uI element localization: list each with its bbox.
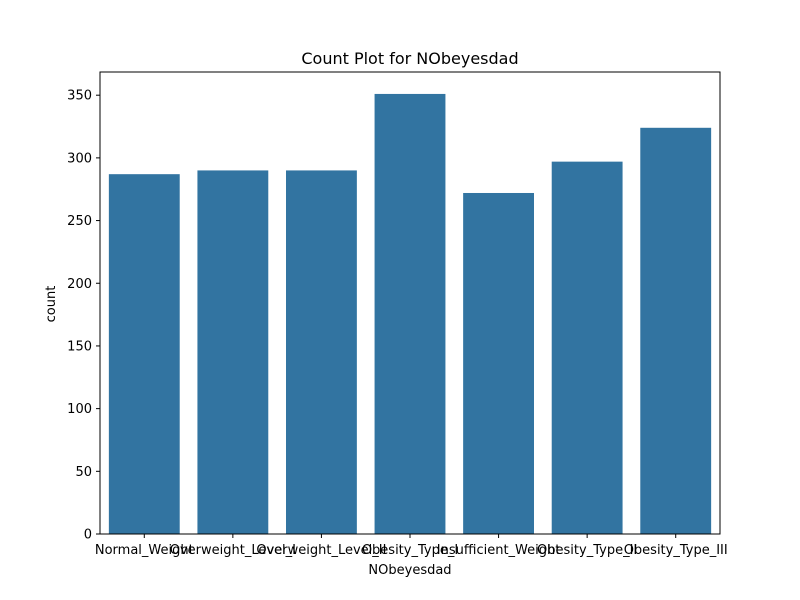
y-tick-label: 300 bbox=[67, 151, 92, 166]
x-tick-label: Overweight_Level_II bbox=[256, 543, 386, 558]
y-tick-label: 50 bbox=[75, 465, 92, 480]
bar-obesity-type-iii bbox=[640, 127, 712, 534]
y-axis-ticks: 0 50 100 150 200 250 300 350 bbox=[67, 89, 100, 543]
x-tick-label: Insufficient_Weight bbox=[437, 543, 561, 558]
bar-obesity-type-ii bbox=[551, 161, 623, 534]
axes-frame bbox=[99, 71, 721, 535]
y-axis-label: count bbox=[44, 286, 59, 323]
y-tick-label: 350 bbox=[67, 89, 92, 104]
x-tick-label: Obesity_Type_II bbox=[537, 543, 637, 558]
x-tick-label: Obesity_Type_I bbox=[362, 543, 458, 558]
x-tick-label: Overweight_Level_I bbox=[170, 543, 296, 558]
x-tick-label: Normal_Weight bbox=[95, 543, 194, 558]
x-tick-label: Obesity_Type_III bbox=[624, 543, 728, 558]
x-axis-ticks: Normal_WeightOverweight_Level_IOverweigh… bbox=[95, 534, 728, 558]
bar-obesity-type-i bbox=[374, 93, 446, 534]
y-tick-label: 250 bbox=[67, 214, 92, 229]
bar-overweight-level-ii bbox=[286, 170, 357, 534]
bars-group bbox=[108, 93, 712, 534]
y-tick-label: 100 bbox=[67, 402, 92, 417]
chart-title: Count Plot for NObeyesdad bbox=[301, 49, 518, 68]
bar-insufficient-weight bbox=[463, 192, 534, 534]
bar-overweight-level-i bbox=[197, 170, 269, 534]
x-axis-label: NObeyesdad bbox=[368, 563, 451, 578]
y-tick-label: 200 bbox=[67, 277, 92, 292]
y-tick-label: 150 bbox=[67, 339, 92, 354]
bar-normal-weight bbox=[108, 174, 180, 534]
y-tick-label: 0 bbox=[84, 528, 92, 543]
